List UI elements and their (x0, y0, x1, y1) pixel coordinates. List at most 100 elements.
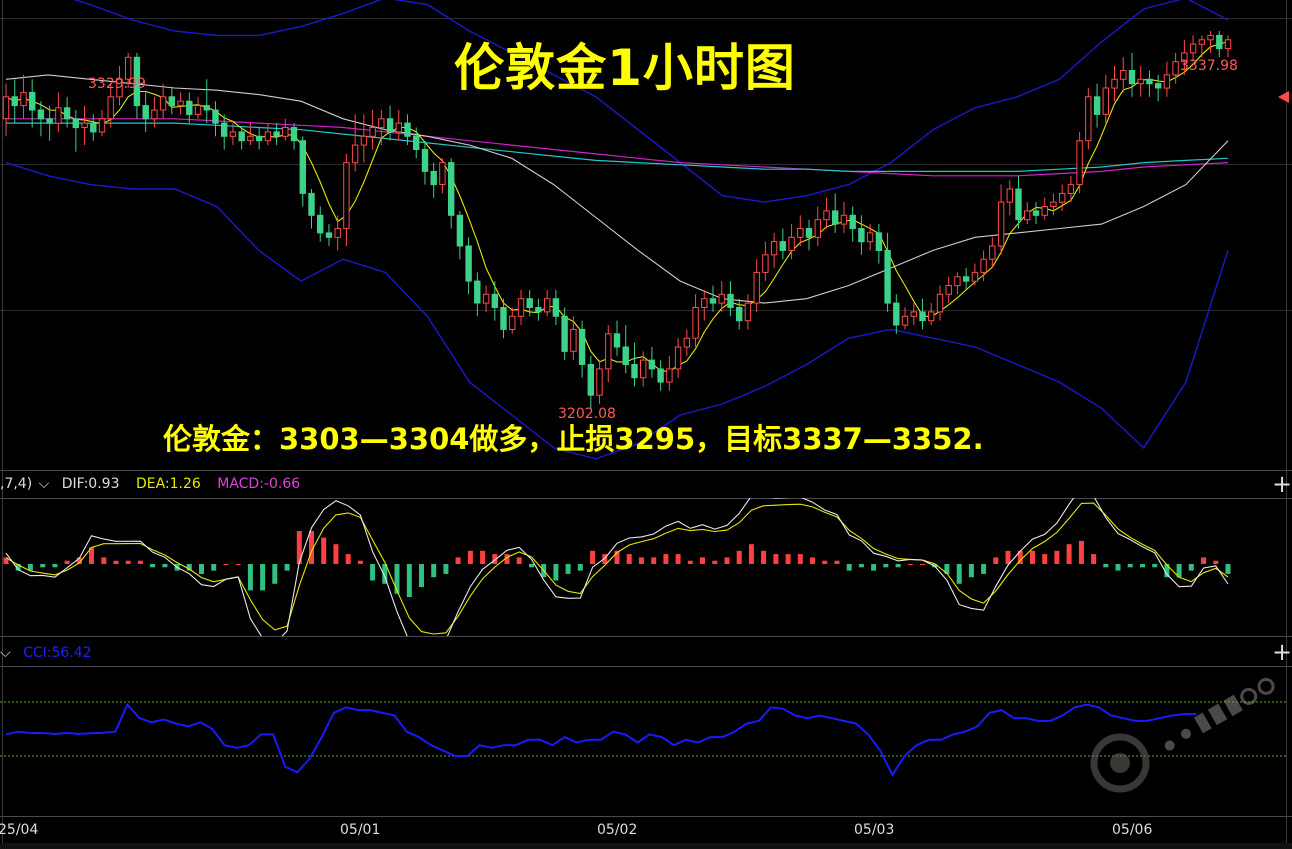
chevron-down-icon[interactable]: ⌵ (38, 476, 50, 492)
candle (404, 122, 411, 137)
macd-histogram-bar (834, 560, 840, 564)
macd-histogram-bar (638, 557, 644, 564)
macd-histogram-bar (15, 564, 21, 571)
low-price-label: 3202.08 (558, 406, 616, 422)
candle (90, 122, 97, 133)
bollinger-lower-line (5, 161, 1229, 460)
candle (893, 302, 900, 326)
candle (29, 91, 36, 111)
candle (666, 368, 673, 383)
candle (517, 298, 525, 317)
macd-histogram-bar (858, 564, 864, 568)
candle (544, 298, 551, 313)
candle (46, 118, 53, 124)
candle (884, 249, 891, 304)
macd-histogram-bar (370, 564, 376, 581)
macd-histogram-bar (1103, 564, 1109, 568)
macd-histogram-bar (944, 564, 950, 574)
candle (701, 298, 708, 309)
macd-histogram-bar (1091, 554, 1097, 564)
candle (971, 271, 979, 282)
macd-histogram-bar (981, 564, 987, 574)
macd-chart (3, 498, 1231, 636)
candle (578, 328, 586, 365)
macd-histogram-bar (296, 531, 302, 564)
macd-histogram-bar (956, 564, 962, 584)
candle (413, 135, 420, 151)
chevron-down-icon[interactable]: ⌵ (0, 645, 11, 661)
candle (605, 333, 612, 370)
candle (788, 236, 795, 252)
macd-histogram-bar (27, 564, 33, 571)
x-tick-label: 05/02 (597, 822, 638, 838)
candle (1041, 206, 1048, 216)
macd-histogram-bar (773, 554, 779, 564)
candle (11, 96, 18, 107)
current-price-marker-icon (1278, 91, 1289, 103)
macd-add-icon[interactable]: + (1272, 470, 1292, 498)
macd-histogram-bar (529, 564, 534, 568)
candle (430, 170, 437, 186)
macd-histogram-bar (1078, 540, 1084, 564)
cci-line (5, 702, 1197, 777)
macd-histogram-bar (64, 560, 70, 564)
candle (910, 311, 917, 317)
macd-histogram-bar (907, 564, 913, 565)
candle (587, 364, 594, 396)
macd-histogram-bar (724, 557, 730, 564)
macd-histogram-bar (1201, 557, 1207, 564)
candle (814, 219, 821, 238)
macd-histogram-bar (1115, 564, 1121, 571)
cci-add-icon[interactable]: + (1272, 638, 1292, 666)
candle (1120, 70, 1127, 80)
candlestick-chart[interactable]: 3329.99 3202.08 3337.98 (0, 0, 1292, 470)
candle (858, 228, 865, 243)
macd-histogram-bar (1054, 550, 1060, 564)
macd-pane-bottom-border (0, 636, 1292, 637)
candle (919, 311, 926, 322)
candle (142, 105, 149, 120)
ma-magenta-line (6, 118, 1229, 177)
candle (238, 131, 245, 142)
candle (1189, 43, 1197, 54)
candle (343, 162, 350, 229)
candle (474, 280, 481, 304)
macd-histogram-bar (480, 550, 486, 564)
candle (631, 364, 638, 379)
ma-white-line (5, 74, 1229, 304)
x-tick-label: 05/03 (854, 822, 895, 838)
bollinger-upper-line (73, 0, 1229, 203)
macd-pane-top-border (0, 498, 1292, 499)
macd-histogram-bar (345, 554, 351, 564)
macd-histogram-bar (1017, 550, 1023, 564)
candle (334, 228, 341, 238)
candle (1067, 184, 1075, 194)
macd-histogram-bar (1213, 560, 1219, 564)
high-price-label: 3329.99 (88, 76, 146, 92)
macd-histogram-bar (40, 564, 46, 568)
candle (849, 214, 856, 230)
candle (1024, 210, 1031, 221)
cci-pane-bottom-border (0, 816, 1292, 817)
candle (299, 140, 307, 194)
macd-histogram-bar (406, 564, 412, 597)
macd-histogram-bar (993, 557, 999, 564)
candle (203, 105, 211, 111)
candle (1050, 201, 1057, 208)
x-tick-label: 05/06 (1112, 822, 1153, 838)
dea-line (5, 502, 1229, 635)
candle (727, 293, 734, 308)
candle (482, 293, 490, 304)
macd-histogram-bar (467, 550, 473, 564)
candle (509, 315, 516, 330)
macd-histogram-bar (309, 531, 314, 564)
candle (500, 307, 507, 330)
macd-histogram-bar (1140, 564, 1145, 568)
candle (212, 109, 219, 124)
status-strip (0, 843, 1292, 849)
macd-histogram-bar (565, 564, 571, 574)
candle (901, 315, 909, 326)
candle (264, 131, 272, 142)
chart-title: 伦敦金1小时图 (454, 39, 796, 97)
candle (177, 100, 184, 107)
